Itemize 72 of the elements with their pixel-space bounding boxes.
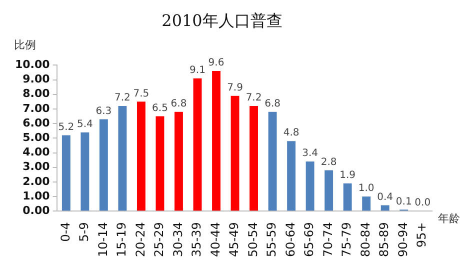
- y-tick-label: 8.00: [22, 87, 50, 100]
- x-tick-label: 55-59: [264, 222, 279, 258]
- data-label: 0.1: [396, 196, 412, 208]
- bar: [287, 141, 296, 211]
- data-label: 0.4: [377, 192, 394, 203]
- x-tick-label: 70-74: [320, 222, 335, 258]
- x-tick-label: 0-4: [58, 222, 72, 242]
- x-tick-label: 10-14: [96, 222, 110, 258]
- data-label: 6.8: [264, 98, 280, 110]
- y-tick-label: 9.00: [22, 72, 50, 86]
- x-tick-label: 15-19: [114, 222, 129, 258]
- data-label: 7.5: [133, 88, 150, 100]
- x-tick-label: 65-69: [302, 222, 316, 258]
- x-tick-label: 30-34: [170, 222, 185, 258]
- data-label: 6.5: [152, 102, 168, 114]
- bar: [174, 112, 183, 211]
- y-tick-label: 6.00: [22, 116, 50, 130]
- data-label: 7.2: [246, 92, 262, 104]
- x-axis-title: 年龄: [438, 212, 460, 225]
- data-label: 0.0: [414, 198, 431, 209]
- x-tick-label: 80-84: [358, 222, 372, 258]
- bar: [212, 71, 220, 211]
- data-label: 2.8: [320, 156, 337, 168]
- bar: [99, 119, 108, 211]
- y-tick-label: 3.00: [22, 160, 50, 174]
- y-tick-label: 10.00: [14, 58, 50, 72]
- bar: [324, 170, 334, 211]
- data-label: 5.2: [58, 122, 74, 133]
- bar: [380, 205, 390, 211]
- x-tick-label: 40-44: [208, 222, 222, 258]
- y-tick-label: 2.00: [22, 174, 50, 188]
- bar: [136, 102, 146, 211]
- bar: [306, 162, 314, 211]
- data-label: 9.6: [208, 58, 224, 69]
- bar: [156, 116, 164, 211]
- x-tick-label: 20-24: [133, 222, 148, 258]
- y-tick-label: 5.00: [22, 131, 50, 144]
- bar: [250, 106, 258, 211]
- data-label: 9.1: [190, 64, 206, 76]
- data-label: 7.2: [114, 92, 130, 104]
- bar: [230, 96, 240, 211]
- data-label: 6.8: [170, 98, 187, 110]
- bar: [80, 132, 90, 211]
- bar: [193, 78, 202, 211]
- bar: [268, 112, 277, 211]
- x-tick-label: 25-29: [152, 222, 166, 258]
- bar: [62, 135, 70, 211]
- data-label: 5.4: [76, 118, 93, 130]
- y-tick-label: 4.00: [22, 146, 50, 159]
- data-label: 1.9: [340, 170, 356, 181]
- data-label: 7.9: [227, 82, 243, 94]
- x-tick-label: 5-9: [77, 222, 92, 242]
- x-tick-label: 85-89: [377, 222, 392, 258]
- y-tick-label: 0.00: [22, 204, 50, 217]
- data-label: 6.3: [96, 106, 112, 117]
- chart-title: 2010年人口普查: [162, 10, 282, 30]
- x-tick-label: 95+: [414, 222, 429, 248]
- x-tick-label: 60-64: [283, 222, 298, 258]
- y-tick-label: 1.00: [22, 189, 50, 202]
- data-label: 4.8: [283, 128, 300, 139]
- y-tick-label: 7.00: [22, 102, 50, 115]
- bar: [343, 183, 352, 211]
- x-tick-label: 35-39: [190, 222, 204, 258]
- data-label: 1.0: [358, 183, 374, 194]
- x-tick-label: 75-79: [340, 222, 354, 258]
- x-tick-label: 90-94: [396, 222, 410, 258]
- x-tick-label: 45-49: [227, 222, 242, 258]
- data-label: 3.4: [302, 148, 318, 160]
- x-tick-label: 50-54: [246, 222, 260, 258]
- bar: [118, 106, 127, 211]
- y-axis-title: 比例: [14, 38, 36, 52]
- bar: [362, 196, 371, 211]
